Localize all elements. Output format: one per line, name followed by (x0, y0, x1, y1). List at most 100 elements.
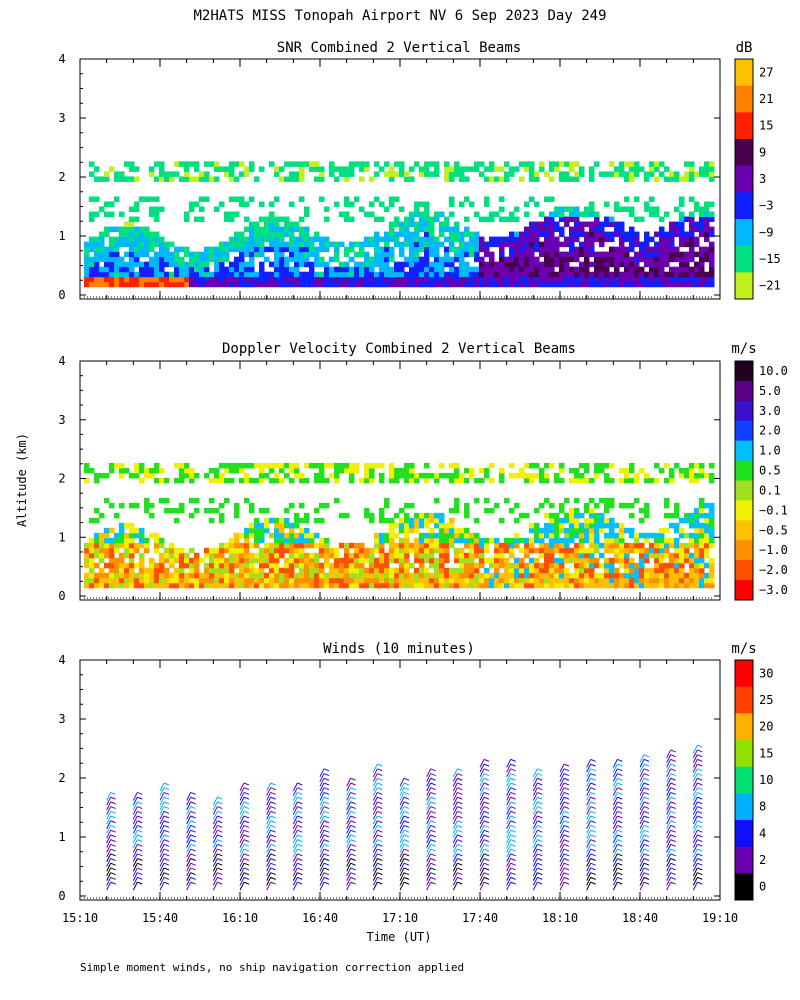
velocity-cell (259, 507, 265, 514)
snr-cell (489, 166, 495, 172)
velocity-cell (229, 562, 235, 569)
velocity-cell (104, 547, 110, 554)
velocity-cell (589, 527, 595, 534)
velocity-cell (109, 562, 115, 569)
velocity-cell (224, 582, 230, 589)
wind-barb (612, 768, 618, 778)
snr-cell (614, 221, 620, 228)
wind-barb (372, 867, 378, 877)
snr-cell (549, 166, 555, 172)
velocity-cell (344, 467, 350, 474)
velocity-cell (369, 462, 375, 469)
snr-cell (234, 196, 240, 202)
snr-cell (414, 266, 420, 273)
velocity-cell (554, 582, 560, 589)
velocity-cell (309, 557, 315, 564)
velocity-cell (634, 582, 640, 589)
snr-cell (469, 266, 475, 273)
velocity-cell (469, 577, 475, 584)
snr-cell (109, 281, 115, 288)
velocity-cell (139, 537, 145, 544)
wind-barb-flag (403, 787, 410, 791)
velocity-cell (529, 477, 535, 484)
wind-barb-flag (243, 787, 250, 791)
wind-barb (532, 881, 538, 891)
snr-cell (419, 256, 425, 263)
wind-barb (159, 820, 165, 829)
velocity-cell (559, 522, 565, 529)
velocity-cell (119, 572, 125, 579)
velocity-cell (569, 517, 575, 524)
velocity-cell (609, 577, 615, 584)
snr-cell (464, 216, 470, 223)
snr-cell (659, 246, 665, 253)
velocity-cell (494, 572, 500, 579)
snr-cell (289, 241, 295, 248)
snr-cell (694, 206, 700, 213)
wind-barb-flag (270, 787, 276, 791)
snr-cell (364, 251, 370, 258)
velocity-cell (639, 562, 645, 569)
snr-cell (549, 236, 555, 243)
snr-cell (654, 266, 660, 273)
velocity-cell (294, 577, 300, 584)
wind-barb (666, 801, 672, 811)
snr-cell (524, 271, 530, 278)
snr-cell (509, 236, 515, 243)
snr-cell (584, 221, 590, 228)
velocity-cell (364, 477, 370, 484)
snr-cell (494, 261, 500, 268)
wind-barb-flag (510, 758, 516, 762)
wind-barb (372, 872, 378, 881)
velocity-cell (194, 562, 200, 569)
snr-cell (694, 276, 700, 283)
wind-barb (639, 853, 645, 863)
snr-cell (279, 246, 285, 253)
snr-cell (299, 276, 305, 283)
snr-cell (379, 166, 385, 172)
velocity-cell (374, 562, 380, 569)
wind-barb-flag (297, 791, 303, 795)
velocity-cell (339, 567, 345, 574)
velocity-cell (404, 462, 410, 469)
velocity-cell (159, 582, 165, 589)
snr-cell (399, 226, 405, 233)
snr-cell (679, 241, 685, 248)
snr-cell (464, 176, 470, 182)
snr-cell (599, 256, 605, 263)
snr-cell (564, 206, 570, 213)
wind-barb-flag (350, 824, 356, 828)
wind-barb-flag (190, 853, 196, 857)
velocity-cell (674, 542, 680, 549)
wind-barb (159, 858, 165, 867)
velocity-cell (539, 502, 545, 509)
velocity-cell (244, 572, 250, 579)
velocity-cell (134, 462, 140, 469)
wind-barb (666, 862, 672, 872)
velocity-cell (664, 577, 670, 584)
snr-cell (464, 261, 470, 268)
velocity-cell (594, 537, 600, 544)
snr-cell (629, 226, 635, 233)
velocity-cell (244, 537, 250, 544)
velocity-cell (674, 512, 680, 519)
velocity-cell (559, 557, 565, 564)
velocity-cell (379, 512, 385, 519)
velocity-cell (489, 557, 495, 564)
wind-barb-flag (483, 796, 490, 800)
velocity-cell (134, 502, 140, 509)
wind-barb (292, 829, 298, 839)
snr-cell (89, 196, 95, 202)
snr-cell (509, 166, 515, 172)
velocity-cell (369, 572, 375, 579)
velocity-cell (334, 577, 340, 584)
velocity-cell (454, 552, 460, 559)
velocity-cell (84, 542, 90, 549)
wind-barb-flag (243, 801, 250, 805)
velocity-cell (494, 552, 500, 559)
velocity-cell (154, 542, 160, 549)
velocity-cell (289, 542, 295, 549)
wind-barb-flag (697, 801, 703, 805)
snr-cell (149, 276, 155, 283)
snr-cell (109, 166, 115, 172)
